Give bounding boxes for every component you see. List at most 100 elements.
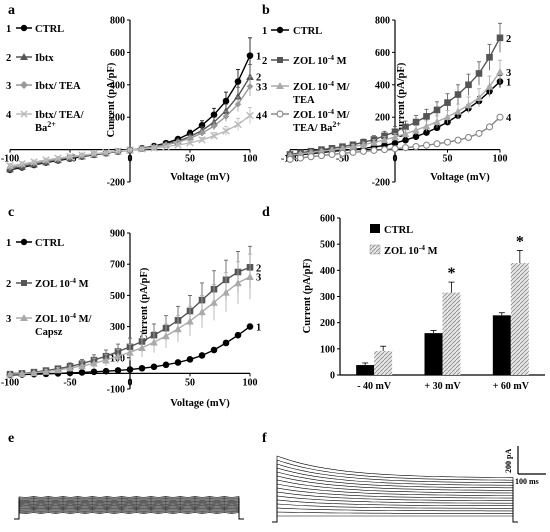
y-tick-label: 100	[320, 344, 335, 355]
data-point	[464, 101, 473, 109]
data-point	[359, 140, 368, 149]
data-point	[198, 352, 206, 359]
data-point	[210, 298, 218, 306]
data-point	[30, 368, 38, 377]
data-point	[150, 144, 158, 152]
data-point	[186, 139, 194, 147]
data-point	[174, 325, 182, 333]
data-point	[454, 107, 462, 115]
data-point	[174, 141, 182, 149]
legend-label: TEA/ Ba2+	[293, 120, 341, 134]
data-point	[246, 83, 254, 90]
legend-label: CTRL	[384, 225, 413, 236]
legend-label: ZOL 10-4 M	[293, 53, 347, 67]
data-point	[423, 129, 430, 136]
series-end-label: 2	[506, 34, 511, 45]
data-point	[359, 147, 368, 155]
data-point	[412, 118, 420, 126]
legend-number: 2	[6, 279, 11, 290]
data-point	[444, 99, 451, 106]
data-point	[54, 366, 62, 374]
legend-number: 4	[6, 110, 12, 121]
y-tick-label: 800	[110, 16, 125, 27]
series-end-label: 4	[256, 112, 262, 123]
series-3: 3	[6, 253, 261, 378]
x-tick-label: -100	[1, 377, 19, 388]
data-point	[433, 106, 441, 114]
current-trace	[14, 506, 244, 520]
data-point	[286, 155, 294, 163]
panel-label-c: c	[8, 205, 14, 220]
current-trace	[272, 507, 518, 523]
bar	[374, 350, 393, 375]
series-end-label: 2	[256, 73, 261, 84]
current-trace	[14, 499, 244, 520]
current-trace	[14, 501, 244, 520]
current-trace	[14, 510, 244, 520]
data-point	[174, 359, 182, 366]
significance-star: *	[516, 233, 524, 250]
y-tick-label: -200	[372, 178, 390, 189]
current-trace	[14, 504, 244, 520]
legend-b: 1 CTRL 2 ZOL 10-4 M 3 ZOL 10-4 M/ TEA 4 …	[262, 26, 351, 134]
scale-bar: 200 pA 100 ms	[504, 446, 546, 486]
legend-number: 3	[6, 314, 11, 325]
legend-a: 1 CTRL 2 Ibtx 3 Ibtx/ TEA 4 Ibtx/ TEA/ B…	[6, 24, 85, 134]
data-point	[78, 369, 86, 376]
panel-label-f: f	[262, 431, 267, 446]
data-point	[391, 145, 399, 153]
current-trace	[14, 502, 244, 520]
data-point	[30, 158, 38, 166]
data-point	[222, 97, 230, 105]
legend-c: 1 CTRL 2 ZOL 10-4 M 3 ZOL 10-4 M/ Capsz	[6, 238, 93, 338]
legend-number: 3	[262, 82, 267, 93]
y-tick-label: -100	[107, 385, 125, 396]
data-point	[454, 91, 462, 98]
data-point	[210, 122, 218, 130]
x-tick-label: -50	[63, 377, 76, 388]
data-point	[222, 106, 230, 115]
data-point	[475, 93, 483, 102]
current-trace	[272, 487, 518, 523]
significance-star: *	[448, 265, 456, 282]
x-tick-label: 100	[243, 377, 258, 388]
series-end-label: 3	[506, 68, 511, 79]
data-point	[210, 346, 218, 354]
data-point	[402, 136, 409, 144]
series-end-label: 1	[256, 52, 261, 63]
current-trace	[272, 511, 518, 523]
x-axis-label: Voltage (mV)	[170, 172, 230, 183]
panel-b-chart: 1 CTRL 2 ZOL 10-4 M 3 ZOL 10-4 M/ TEA 4 …	[262, 16, 512, 189]
x-tick-label: 100	[493, 154, 508, 165]
data-point	[234, 92, 242, 100]
data-point	[102, 148, 110, 157]
data-point	[433, 140, 441, 148]
data-point	[234, 78, 242, 85]
legend-label: Ba2+	[35, 120, 56, 134]
data-point	[246, 52, 254, 59]
x-axis-label: Voltage (mV)	[430, 172, 490, 183]
series-end-label: 2	[256, 263, 261, 274]
data-point	[486, 53, 493, 61]
legend-number: 3	[6, 81, 11, 92]
x-tick-label: -100	[1, 154, 19, 165]
data-point	[138, 145, 146, 153]
legend-marker-triangle	[20, 53, 28, 60]
current-trace	[272, 471, 518, 523]
data-point	[150, 363, 158, 371]
data-point	[349, 142, 357, 150]
x-tick-label: 50	[185, 377, 195, 388]
data-point	[114, 352, 122, 360]
y-axis-label: Current (pA/pF)	[396, 62, 407, 137]
y-tick-label: 0	[330, 371, 335, 382]
panel-f-traces: 200 pA 100 ms	[272, 446, 546, 523]
data-point	[423, 113, 430, 120]
data-point	[328, 146, 336, 154]
x-tick-label: + 60 mV	[493, 381, 530, 392]
current-trace	[272, 495, 518, 523]
current-trace	[14, 512, 244, 520]
data-point	[186, 356, 194, 363]
x-axis-label: Voltage (mV)	[170, 398, 230, 409]
legend-marker-open-circle	[276, 110, 284, 118]
current-trace	[272, 499, 518, 523]
